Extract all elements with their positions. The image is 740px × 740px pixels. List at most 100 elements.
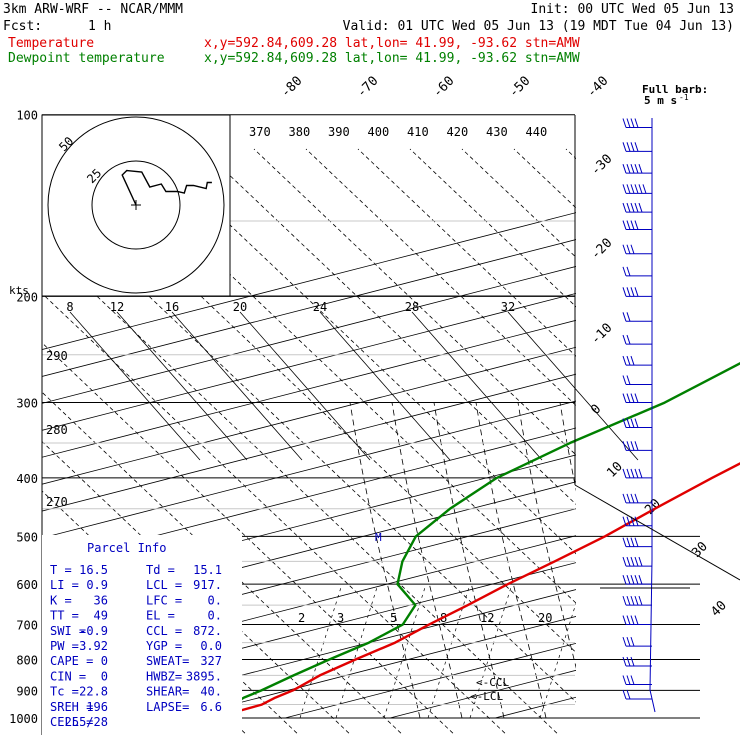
parcel-row-label: PW =	[50, 639, 79, 653]
wind-barb	[622, 615, 652, 626]
parcel-row-label: T =	[50, 563, 72, 577]
wind-barb	[622, 516, 652, 527]
fcst-value: 1 h	[88, 19, 111, 34]
pressure-tick-label: 900	[16, 684, 38, 698]
ccl-marker: <-CCL	[476, 676, 509, 689]
wind-barb	[622, 312, 652, 322]
wind-barb	[622, 418, 652, 429]
parcel-row-value: 16.5	[79, 563, 108, 577]
dry-adiabat	[461, 148, 576, 258]
pressure-tick-label: 100	[16, 109, 38, 123]
wind-barb	[622, 575, 652, 585]
isotherm-label: 40	[708, 598, 730, 620]
dry-adiabat	[357, 148, 576, 357]
hodo-ring-25	[91, 160, 181, 250]
dewpoint-trace	[185, 362, 740, 720]
parcel-row-value: 36	[94, 593, 108, 607]
dry-adiabat	[42, 441, 352, 735]
valid-time: Valid: 01 UTC Wed 05 Jun 13 (19 MDT Tue …	[343, 19, 734, 34]
wind-barb	[622, 334, 652, 345]
dewpoint-legend: Dewpoint temperature	[8, 51, 165, 66]
parcel-row-label: TT =	[50, 609, 79, 623]
dry-adiabat	[565, 148, 576, 160]
parcel-row-value: 0	[101, 669, 108, 683]
model-title: 3km ARW-WRF -- NCAR/MMM	[3, 2, 183, 17]
lcl-marker: <-LCL	[470, 690, 503, 703]
isotherm-label: -40	[584, 74, 611, 101]
wind-barb	[622, 220, 652, 231]
hodo-ring-50	[47, 116, 225, 294]
temperature-legend: Temperature	[8, 36, 94, 51]
mixing-ratio-line	[299, 584, 343, 719]
wind-barb	[622, 493, 652, 504]
isotherm	[42, 562, 576, 700]
mixing-ratio-label: 3	[337, 611, 344, 625]
wind-barb	[622, 689, 652, 700]
hodograph-trace	[121, 169, 212, 206]
wind-barb	[622, 184, 652, 194]
theta-label: 400	[368, 125, 390, 139]
isotherm	[42, 535, 576, 674]
parcel-row-label2: HWBZ=	[146, 669, 182, 683]
init-time: Init: 00 UTC Wed 05 Jun 13	[531, 2, 735, 17]
isotherm	[42, 400, 576, 539]
dry-adiabat	[253, 148, 576, 456]
temperature-trace	[211, 462, 740, 720]
parcel-row-label2: Td =	[146, 563, 175, 577]
parcel-row-value2: 3895.	[186, 669, 222, 683]
theta-label: 410	[407, 125, 429, 139]
parcel-row-value2: 6.6	[200, 700, 222, 714]
dry-adiabat	[670, 149, 740, 738]
hodo-scale-line	[69, 311, 201, 461]
dry-adiabat	[722, 149, 740, 738]
dry-adiabat	[42, 342, 456, 735]
isotherm-label: -80	[278, 74, 305, 101]
hodo-scale-line	[171, 311, 303, 461]
hodo-scale-line	[116, 311, 248, 461]
moist-adiabat	[433, 402, 505, 719]
parcel-title: Parcel Info	[87, 541, 166, 555]
isotherm	[42, 319, 576, 458]
pressure-tick-label: 500	[16, 530, 38, 544]
theta-left-label: 270	[46, 495, 68, 509]
isotherm	[42, 292, 576, 431]
mixing-ratio-line	[383, 584, 427, 719]
parcel-row-label: CIN =	[50, 669, 86, 683]
mixing-ratio-label: 12	[480, 611, 494, 625]
parcel-row-value: 0.9	[86, 578, 108, 592]
hodo-scale-label: 28	[405, 300, 419, 314]
pressure-tick-label: 700	[16, 619, 38, 633]
isotherm	[74, 589, 576, 719]
fcst-label: Fcst:	[3, 19, 42, 34]
parcel-row-value2: 0.0	[200, 639, 222, 653]
kts-label: kts	[9, 284, 29, 297]
parcel-row-label2: SHEAR=	[146, 685, 189, 699]
parcel-row-label: CAPE =	[50, 654, 93, 668]
hodo-scale-label: 20	[233, 300, 247, 314]
mixing-ratio-line	[335, 584, 379, 719]
hodo-scale-label: 8	[66, 300, 73, 314]
wind-barb	[622, 244, 652, 255]
theta-label: 420	[447, 125, 469, 139]
wind-barb	[622, 468, 652, 479]
isotherm-label: -50	[506, 74, 533, 101]
parcel-row-value2: 0.	[208, 593, 222, 607]
wind-barb	[622, 355, 652, 366]
dry-adiabat	[618, 149, 740, 738]
right-skew-edge	[574, 484, 740, 581]
parcel-row-value: 196	[86, 700, 108, 714]
dry-adiabat	[149, 148, 576, 555]
moist-adiabat	[559, 402, 576, 492]
theta-label: 440	[526, 125, 548, 139]
barb-key-line2: 5 m s	[644, 94, 677, 107]
dry-adiabat	[513, 148, 576, 209]
wind-barb	[622, 656, 652, 667]
parcel-row-value2: 0.	[208, 609, 222, 623]
isotherm	[179, 616, 576, 719]
parcel-row-label: SWI =	[50, 624, 86, 638]
parcel-row-value: 255/28	[65, 715, 108, 729]
isotherm-label: -30	[588, 152, 615, 179]
parcel-row-label2: CCL =	[146, 624, 182, 638]
parcel-row-label2: EL =	[146, 609, 175, 623]
